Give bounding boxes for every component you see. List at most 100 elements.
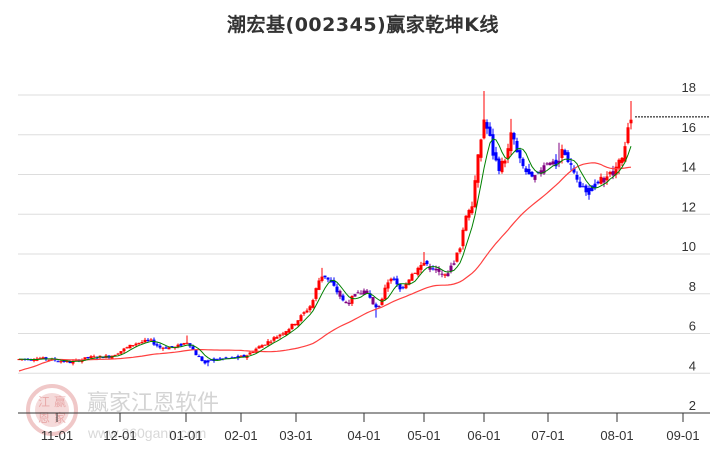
candle [353, 293, 357, 297]
candle [614, 162, 618, 179]
candle [590, 185, 594, 192]
candle [359, 290, 363, 295]
candle [356, 290, 360, 294]
candle [131, 345, 135, 348]
candle [341, 293, 345, 302]
x-tick-label: 05-01 [407, 428, 440, 443]
candle [302, 311, 306, 316]
candle [164, 345, 168, 349]
candle [545, 162, 549, 166]
moving-averages [18, 116, 710, 372]
candle [584, 184, 588, 196]
candle [602, 176, 606, 188]
candle [239, 354, 243, 357]
candle [491, 128, 495, 160]
candle [215, 358, 219, 361]
candle [311, 298, 315, 309]
candle [344, 300, 348, 304]
candle [518, 147, 522, 164]
candle [548, 161, 552, 166]
candle [143, 337, 147, 344]
candle [386, 279, 390, 292]
x-tick-label: 12-01 [103, 428, 136, 443]
candle [476, 153, 480, 188]
candle [488, 122, 492, 137]
candle [284, 330, 288, 336]
candle [401, 285, 405, 290]
candle [206, 359, 210, 367]
candle [335, 283, 339, 295]
candle [122, 347, 126, 354]
candle [314, 287, 318, 302]
candle [197, 354, 201, 358]
candle [392, 276, 396, 281]
candle [500, 157, 504, 174]
candle [587, 185, 591, 200]
candle [305, 308, 309, 314]
candle [575, 171, 579, 183]
x-tick-label: 01-01 [169, 428, 202, 443]
candle [416, 266, 420, 277]
candle [293, 323, 297, 327]
candle [464, 215, 468, 232]
candle [422, 252, 426, 267]
candle [362, 288, 366, 295]
candle [155, 342, 159, 348]
y-tick-label: 4 [689, 358, 696, 373]
x-tick-label: 04-01 [347, 428, 380, 443]
candle [278, 333, 282, 339]
candle [185, 335, 189, 345]
x-tick-label: 07-01 [531, 428, 564, 443]
y-tick-label: 8 [689, 279, 696, 294]
y-tick-label: 16 [682, 120, 696, 135]
svg-text:恩: 恩 [38, 411, 50, 425]
candle [275, 335, 279, 339]
candle [338, 289, 342, 300]
candle [578, 176, 582, 188]
candle [92, 354, 96, 358]
candle [458, 247, 462, 254]
watermark-brand: 赢家江恩软件 [87, 391, 219, 416]
candle [218, 357, 222, 360]
ma-short-line [19, 138, 632, 363]
y-tick-label: 14 [682, 160, 696, 175]
y-tick-label: 18 [682, 80, 696, 95]
candle [371, 297, 375, 305]
y-tick-label: 6 [689, 319, 696, 334]
watermark: 江赢恩 家 赢家江恩软件 www.360gann.com [26, 384, 219, 441]
candle [323, 275, 327, 279]
watermark-url: www.360gann.com [87, 425, 206, 441]
candle [539, 167, 543, 177]
candle [281, 331, 285, 337]
grid-lines [18, 94, 710, 374]
candle [296, 320, 300, 327]
candle [533, 174, 537, 183]
candle [128, 344, 132, 349]
candle [263, 344, 267, 346]
candle [254, 347, 258, 354]
candle [509, 118, 513, 157]
candle [398, 283, 402, 292]
candle [140, 340, 144, 344]
candle [158, 343, 162, 350]
candle [506, 143, 510, 164]
candle [410, 272, 414, 281]
candle [116, 352, 120, 355]
candle [608, 170, 612, 178]
candle [272, 335, 276, 343]
chart-title: 潮宏基(002345)赢家乾坤K线 [227, 14, 499, 36]
candle [473, 175, 477, 209]
candle [446, 270, 450, 277]
candle [443, 273, 447, 279]
candle [125, 346, 129, 349]
candle [290, 323, 294, 330]
ma-long-line [18, 162, 632, 372]
candle [440, 270, 444, 278]
candle [383, 284, 387, 300]
candle [479, 138, 483, 162]
candles [17, 91, 633, 367]
svg-text:家: 家 [54, 410, 66, 425]
candle [56, 360, 60, 363]
candle [515, 137, 519, 153]
